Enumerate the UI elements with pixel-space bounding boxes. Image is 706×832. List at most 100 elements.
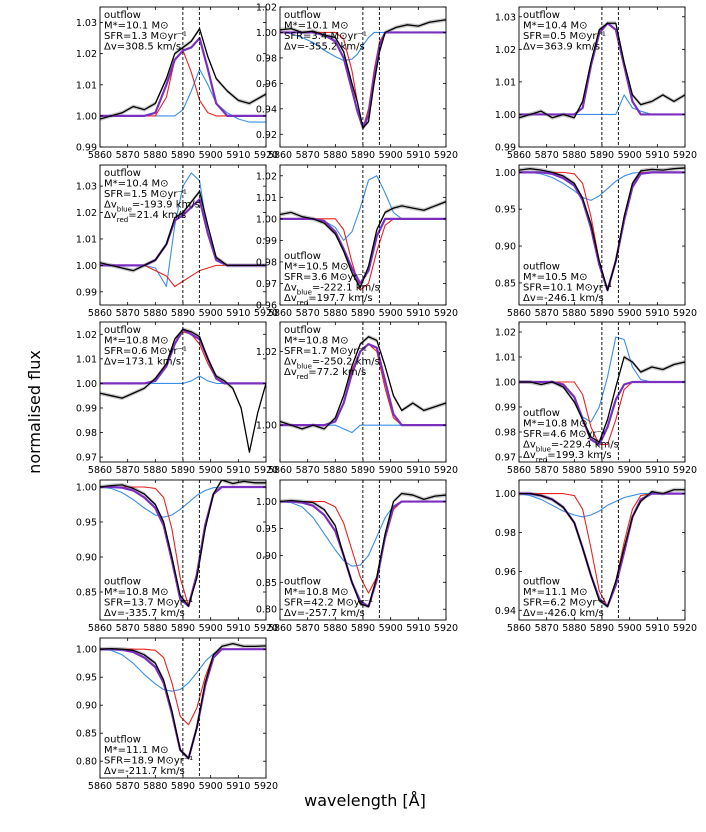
panel-6: 5860 5870 5880 5890 5900 5910 5920 0.85 0.90 0.95… (495, 164, 697, 319)
plot-area (280, 322, 446, 462)
data-line (519, 489, 685, 608)
y-tick-label: 0.85 (495, 278, 516, 289)
y-tick-label: 1.00 (495, 489, 516, 500)
x-tick-label: 5880 (323, 308, 347, 319)
y-tick-label: 1.00 (495, 110, 516, 121)
y-tick-label: 0.85 (76, 729, 97, 740)
x-tick-label: 5910 (406, 623, 430, 634)
x-tick-label: 5910 (226, 150, 250, 161)
y-tick-label: 0.99 (256, 236, 277, 247)
y-tick-label: 0.92 (256, 130, 277, 141)
y-tick-label: 0.95 (76, 518, 97, 529)
data-line (100, 480, 266, 607)
x-tick-label: 5890 (351, 465, 375, 476)
panel-title: outflow (104, 325, 141, 336)
y-tick-label: 1.00 (76, 261, 97, 272)
panel-title: outflow (523, 10, 560, 21)
x-tick-label: 5910 (645, 150, 669, 161)
x-tick-label: 5890 (590, 465, 614, 476)
x-tick-label: 5910 (226, 781, 250, 792)
x-tick-label: 5910 (406, 465, 430, 476)
total-fit-line (100, 328, 266, 385)
x-tick-label: 5860 (507, 308, 531, 319)
panel-title: outflow (284, 325, 321, 336)
y-tick-label: 0.98 (495, 528, 516, 539)
y-tick-label: 0.98 (256, 53, 277, 64)
x-tick-label: 5880 (323, 465, 347, 476)
x-tick-label: 5900 (199, 781, 223, 792)
x-tick-label: 5900 (199, 308, 223, 319)
x-tick-label: 5880 (562, 308, 586, 319)
y-tick-label: 0.94 (495, 606, 516, 617)
panel-annotation: M*=10.4 M⊙ (104, 179, 168, 190)
y-tick-label: 1.01 (76, 354, 97, 365)
x-tick-label: 5860 (268, 623, 292, 634)
x-tick-label: 5890 (171, 781, 195, 792)
y-tick-label: 0.85 (256, 578, 277, 589)
x-tick-label: 5900 (618, 308, 642, 319)
plot-area (280, 7, 446, 147)
data-line (519, 356, 685, 443)
y-tick-label: 0.90 (495, 242, 516, 253)
panel-annotation: SFR=0.6 M⊙yr⁻¹ (104, 346, 187, 357)
x-tick-label: 5870 (116, 150, 140, 161)
x-tick-label: 5910 (645, 623, 669, 634)
x-tick-label: 5900 (379, 623, 403, 634)
x-tick-label: 5920 (254, 308, 278, 319)
x-tick-label: 5880 (143, 465, 167, 476)
x-tick-label: 5860 (88, 308, 112, 319)
data-line (280, 492, 446, 608)
x-tick-label: 5920 (254, 465, 278, 476)
x-tick-label: 5890 (351, 623, 375, 634)
y-tick-label: 1.01 (76, 80, 97, 91)
total-fit-line (280, 500, 446, 608)
error-band (100, 26, 266, 122)
y-tick-label: 1.02 (256, 3, 277, 14)
x-tick-label: 5920 (434, 308, 458, 319)
panel-annotation: Δv=-211.7 km/s (104, 766, 185, 777)
x-tick-label: 5900 (199, 465, 223, 476)
x-tick-label: 5870 (116, 308, 140, 319)
panel-4: 5860 5870 5880 5890 5900 5910 5920 0.99 1.00 1.01… (76, 164, 278, 319)
x-tick-label: 5880 (323, 150, 347, 161)
y-tick-label: 1.00 (256, 28, 277, 39)
x-tick-label: 5860 (507, 150, 531, 161)
x-tick-label: 5920 (673, 465, 697, 476)
y-tick-label: 0.97 (76, 453, 97, 464)
panel-annotation: Δv=-355.2 km/s (284, 42, 365, 53)
data-line (519, 167, 685, 291)
panel-annotation: Δv=-426.0 km/s (523, 608, 604, 619)
panel-11: 5860 5870 5880 5890 5900 5910 5920 0.80 0.85 0.90… (256, 479, 458, 634)
x-tick-label: 5920 (673, 308, 697, 319)
panel-title: outflow (284, 10, 321, 21)
y-tick-label: 1.01 (256, 193, 277, 204)
x-tick-label: 5920 (434, 465, 458, 476)
x-tick-label: 5890 (171, 308, 195, 319)
panel-annotation: Δv=308.5 km/s (104, 42, 181, 53)
x-tick-label: 5870 (296, 465, 320, 476)
x-axis-label: wavelength [Å] (304, 791, 426, 810)
data-line (519, 22, 685, 119)
y-tick-label: 1.01 (76, 234, 97, 245)
x-tick-label: 5920 (254, 623, 278, 634)
y-tick-label: 0.98 (76, 428, 97, 439)
x-tick-label: 5880 (562, 623, 586, 634)
x-tick-label: 5910 (645, 465, 669, 476)
x-tick-label: 5870 (116, 623, 140, 634)
x-tick-label: 5860 (88, 781, 112, 792)
panel-annotation: Δv=-246.1 km/s (523, 293, 604, 304)
x-tick-label: 5860 (507, 623, 531, 634)
y-tick-label: 1.00 (76, 645, 97, 656)
panel-annotation: SFR=3.6 M⊙yr⁻¹ (284, 272, 367, 283)
panel-annotation: M*=10.8 M⊙ (284, 587, 348, 598)
panel-7: 5860 5870 5880 5890 5900 5910 5920 0.97 0.98 0.99… (76, 321, 278, 476)
panel-annotation: Δv=-335.7 km/s (104, 608, 185, 619)
y-tick-label: 0.90 (76, 701, 97, 712)
x-tick-label: 5880 (143, 308, 167, 319)
panel-grid: 5860 5870 5880 5890 5900 5910 59200.991.001.01… (76, 3, 697, 793)
panel-annotation: M*=10.8 M⊙ (523, 419, 587, 430)
x-tick-label: 5890 (171, 150, 195, 161)
x-tick-label: 5880 (562, 465, 586, 476)
y-tick-label: 1.00 (256, 497, 277, 508)
y-tick-label: 0.80 (256, 605, 277, 616)
